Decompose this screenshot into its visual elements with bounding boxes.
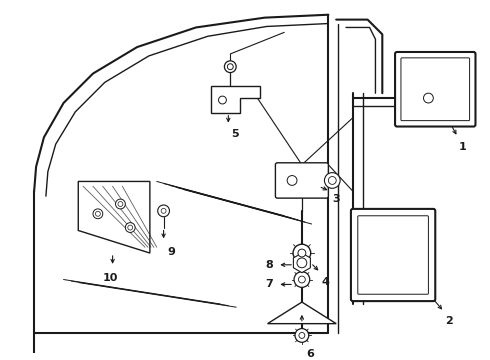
Circle shape <box>324 172 340 188</box>
FancyBboxPatch shape <box>275 163 328 198</box>
Text: 2: 2 <box>445 316 453 326</box>
Circle shape <box>93 209 103 219</box>
Polygon shape <box>78 181 150 253</box>
Circle shape <box>294 272 310 287</box>
Circle shape <box>287 176 297 185</box>
Circle shape <box>96 211 100 216</box>
Text: 3: 3 <box>332 194 340 204</box>
Circle shape <box>298 249 306 257</box>
Text: 5: 5 <box>231 130 239 139</box>
FancyBboxPatch shape <box>358 216 428 294</box>
Circle shape <box>299 333 305 338</box>
Circle shape <box>293 244 311 262</box>
Circle shape <box>423 93 433 103</box>
Text: 9: 9 <box>168 247 175 257</box>
Text: 10: 10 <box>103 273 118 283</box>
FancyBboxPatch shape <box>395 52 475 126</box>
Circle shape <box>328 176 336 184</box>
Circle shape <box>224 61 236 73</box>
Polygon shape <box>294 253 310 273</box>
Circle shape <box>298 276 305 283</box>
Text: 7: 7 <box>266 279 273 289</box>
Polygon shape <box>268 302 336 324</box>
Text: 6: 6 <box>306 349 314 359</box>
Circle shape <box>158 205 170 217</box>
Circle shape <box>297 258 307 268</box>
Circle shape <box>295 329 309 342</box>
Text: 4: 4 <box>321 276 329 287</box>
Circle shape <box>219 96 226 104</box>
Text: 1: 1 <box>459 142 466 152</box>
Text: 8: 8 <box>266 260 273 270</box>
Circle shape <box>161 208 166 213</box>
FancyBboxPatch shape <box>401 58 469 121</box>
Circle shape <box>125 222 135 233</box>
Circle shape <box>116 199 125 209</box>
Circle shape <box>128 225 133 230</box>
Circle shape <box>118 202 123 206</box>
Polygon shape <box>211 86 260 113</box>
FancyBboxPatch shape <box>351 209 435 301</box>
Circle shape <box>227 64 233 69</box>
